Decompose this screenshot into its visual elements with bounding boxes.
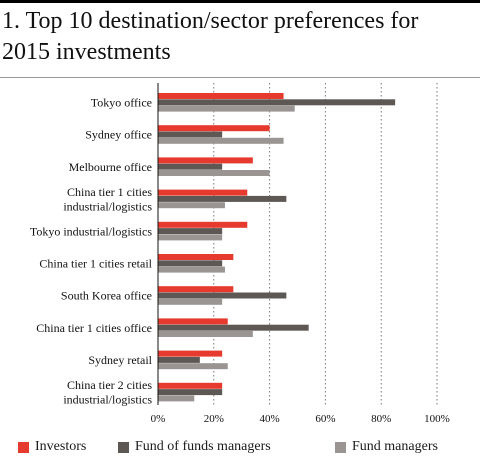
x-tick-label: 60% <box>315 413 335 425</box>
bar <box>158 382 223 389</box>
category-label: China tier 2 cities <box>67 378 152 392</box>
legend-item-investors: Investors <box>18 439 86 455</box>
legend-label-fund-managers: Fund managers <box>352 439 438 454</box>
category-label: South Korea office <box>61 289 152 303</box>
x-tick-label: 100% <box>424 413 450 425</box>
bar <box>158 266 225 273</box>
bar <box>158 93 284 99</box>
bar <box>158 331 253 337</box>
legend-label-investors: Investors <box>35 439 87 454</box>
bar <box>158 202 225 209</box>
category-label: China tier 1 cities office <box>36 321 152 335</box>
top-rule <box>0 0 480 3</box>
x-tick-label: 0% <box>151 413 166 425</box>
legend-item-fund-managers: Fund managers <box>335 439 438 455</box>
bar <box>158 221 248 228</box>
bar <box>158 170 270 176</box>
bar <box>158 324 309 331</box>
category-label: Sydney retail <box>88 353 152 367</box>
legend-label-fund-of-funds: Fund of funds managers <box>135 439 271 454</box>
legend-item-fund-of-funds: Fund of funds managers <box>118 439 271 455</box>
bar <box>158 292 287 299</box>
bar <box>158 125 270 132</box>
bar <box>158 260 223 267</box>
legend-swatch-fund-of-funds <box>118 441 129 453</box>
bar <box>158 395 195 402</box>
x-tick-label: 20% <box>204 413 224 425</box>
legend-swatch-fund-managers <box>335 441 346 453</box>
category-label: Sydney office <box>85 128 152 142</box>
bar <box>158 318 228 325</box>
bar <box>158 254 234 260</box>
bar <box>158 286 234 293</box>
bar <box>158 157 253 164</box>
chart-title: 1. Top 10 destination/sector preferences… <box>2 8 419 65</box>
bar <box>158 389 223 396</box>
bar-chart: 0% 20% 40% 60% 80% 100% Tokyo office Sydney off… <box>30 83 450 425</box>
bar <box>158 363 228 370</box>
category-label: industrial/logistics <box>63 199 152 213</box>
legend: Investors Fund of funds managers Fund ma… <box>18 439 478 459</box>
title-rule <box>0 77 480 78</box>
bar <box>158 137 284 144</box>
bar <box>158 99 396 106</box>
x-tick-label: 40% <box>260 413 280 425</box>
category-label: industrial/logistics <box>63 393 152 407</box>
bar <box>158 105 295 112</box>
bar <box>158 195 287 202</box>
bar <box>158 356 200 363</box>
category-label: China tier 1 cities <box>67 185 152 199</box>
bar <box>158 163 223 170</box>
legend-swatch-investors <box>18 441 29 453</box>
bar <box>158 234 223 241</box>
category-label: Melbourne office <box>69 160 152 174</box>
category-label: Tokyo office <box>91 95 152 109</box>
bar <box>158 131 223 138</box>
category-label: Tokyo industrial/logistics <box>30 224 152 238</box>
x-tick-label: 80% <box>371 413 391 425</box>
bar <box>158 350 223 357</box>
category-label: China tier 1 cities retail <box>39 256 152 270</box>
bar <box>158 298 223 305</box>
bar <box>158 189 248 196</box>
bar <box>158 228 223 235</box>
